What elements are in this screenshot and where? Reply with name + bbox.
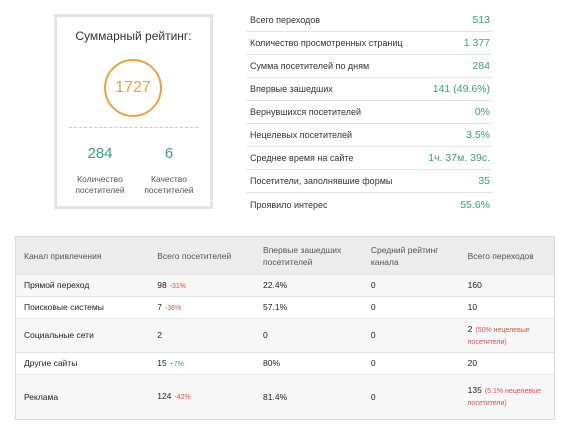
- transitions-cell: 2 (50% нецелевые посетители): [459, 318, 555, 353]
- column-header-first-visit[interactable]: Впервые зашедших посетителей: [255, 236, 363, 275]
- stat-label: Нецелевых посетителей: [250, 130, 353, 140]
- visitors-value: 98: [157, 279, 167, 290]
- transitions-cell: 160: [459, 274, 555, 297]
- summary-rating-card: Суммарный рейтинг: 1727 284 Количество п…: [54, 14, 213, 209]
- table-row: Реклама 124 -42% 81.4% 0 135 (5.1% нецелев…: [15, 374, 555, 420]
- visitors-value: 2: [157, 330, 162, 340]
- transitions-cell: 20: [459, 352, 555, 375]
- stat-label: Среднее время на сайте: [250, 153, 354, 163]
- rating-cell: 0: [362, 352, 460, 375]
- stat-value: 141 (49.6%): [432, 83, 490, 95]
- stat-label: Сумма посетителей по дням: [250, 61, 370, 71]
- transitions-value: 2: [467, 323, 473, 334]
- stat-row-interest: Проявило интерес 55.6%: [246, 193, 492, 216]
- visitors-cell: 124 -42%: [149, 374, 256, 420]
- stat-row-total-transitions: Всего переходов 513: [246, 9, 492, 32]
- stat-label: Всего переходов: [250, 15, 321, 25]
- stats-list: Всего переходов 513 Количество просмотре…: [246, 9, 492, 216]
- stat-label: Вернувшихся посетителей: [250, 107, 362, 117]
- visitors-value: 124: [157, 391, 172, 401]
- card-divider: [69, 127, 198, 128]
- channel-cell: Социальные сети: [15, 318, 150, 353]
- stat-value: 0%: [474, 106, 490, 118]
- channel-cell: Реклама: [15, 374, 150, 420]
- table-row: Прямой переход 98 -31% 22.4% 0 160: [15, 274, 555, 297]
- stat-value: 513: [472, 14, 490, 26]
- stat-value: 35: [478, 175, 490, 187]
- table-header-row: Канал привлечения Всего посетителей Впер…: [15, 236, 555, 275]
- stat-value: 1ч. 37м. 39с.: [428, 152, 490, 164]
- channels-table: Канал привлечения Всего посетителей Впер…: [15, 236, 555, 420]
- rating-cell: 0: [362, 296, 460, 319]
- table-row: Социальные сети 2 0 0 2 (50% нецелевые по…: [15, 318, 555, 353]
- visitors-quality-label: Качество посетителей: [144, 174, 194, 195]
- stat-value: 1 377: [463, 37, 490, 49]
- visitors-value: 15: [157, 357, 167, 368]
- stat-value: 55.6%: [460, 198, 490, 211]
- visitors-delta: -36%: [164, 304, 182, 312]
- column-header-avg-rating[interactable]: Средний рейтинг канала: [362, 236, 460, 275]
- channel-cell: Другие сайты: [15, 352, 150, 375]
- visitors-value: 7: [157, 301, 162, 312]
- stat-label: Посетители, заполнявшие формы: [250, 176, 393, 186]
- table-row: Поисковые системы 7 -36% 57.1% 0 10: [15, 296, 555, 319]
- visitors-cell: 98 -31%: [149, 274, 256, 297]
- first-visit-cell: 0: [255, 318, 363, 353]
- table-row: Другие сайты 15 +7% 80% 0 20: [15, 352, 555, 375]
- non-target-note: (5.1% нецелевые посетители): [467, 388, 542, 407]
- column-header-visitors[interactable]: Всего посетителей: [149, 236, 256, 275]
- column-header-transitions[interactable]: Всего переходов: [459, 236, 555, 275]
- visitors-cell: 2: [149, 318, 256, 353]
- stat-label: Проявило интерес: [250, 199, 328, 210]
- channel-cell: Прямой переход: [15, 274, 150, 297]
- visitors-count-value: 284: [87, 145, 113, 162]
- transitions-value: 20: [467, 358, 478, 368]
- first-visit-cell: 81.4%: [255, 374, 363, 420]
- rating-value: 1727: [115, 79, 151, 96]
- summary-rating-title: Суммарный рейтинг:: [75, 29, 192, 43]
- stat-row-returning: Вернувшихся посетителей 0%: [246, 101, 492, 124]
- visitors-cell: 15 +7%: [149, 352, 256, 375]
- stat-row-forms: Посетители, заполнявшие формы 35: [246, 170, 492, 193]
- stat-row-visitors-by-day: Сумма посетителей по дням 284: [246, 55, 492, 78]
- visitors-cell: 7 -36%: [149, 296, 256, 319]
- transitions-cell: 10: [459, 296, 555, 319]
- transitions-value: 160: [467, 280, 482, 290]
- first-visit-cell: 22.4%: [255, 274, 363, 297]
- channel-cell: Поисковые системы: [15, 296, 150, 319]
- rating-cell: 0: [362, 374, 460, 420]
- stat-value: 284: [472, 60, 490, 72]
- rating-circle: 1727: [104, 59, 162, 117]
- visitors-delta: -31%: [169, 282, 187, 290]
- transitions-cell: 135 (5.1% нецелевые посетители): [459, 374, 555, 420]
- visitors-delta: -42%: [174, 394, 191, 401]
- transitions-value: 135: [467, 385, 482, 395]
- rating-cell: 0: [362, 274, 460, 297]
- first-visit-cell: 80%: [255, 352, 363, 375]
- visitors-count-label: Количество посетителей: [75, 174, 125, 195]
- rating-cell: 0: [362, 318, 460, 353]
- stat-label: Впервые зашедших: [250, 84, 333, 94]
- column-header-channel[interactable]: Канал привлечения: [15, 236, 150, 275]
- first-visit-cell: 57.1%: [255, 296, 363, 319]
- stat-label: Количество просмотренных страниц: [250, 38, 403, 48]
- transitions-value: 10: [467, 302, 478, 312]
- stat-row-pages-viewed: Количество просмотренных страниц 1 377: [246, 32, 492, 55]
- visitors-quality-value: 6: [164, 145, 174, 162]
- stat-row-avg-time: Среднее время на сайте 1ч. 37м. 39с.: [246, 147, 492, 170]
- visitors-delta: +7%: [169, 360, 184, 368]
- stat-row-non-target: Нецелевых посетителей 3.5%: [246, 124, 492, 147]
- stat-value: 3.5%: [466, 129, 490, 141]
- stat-row-first-visit: Впервые зашедших 141 (49.6%): [246, 78, 492, 101]
- non-target-note: (50% нецелевые посетители): [467, 326, 530, 346]
